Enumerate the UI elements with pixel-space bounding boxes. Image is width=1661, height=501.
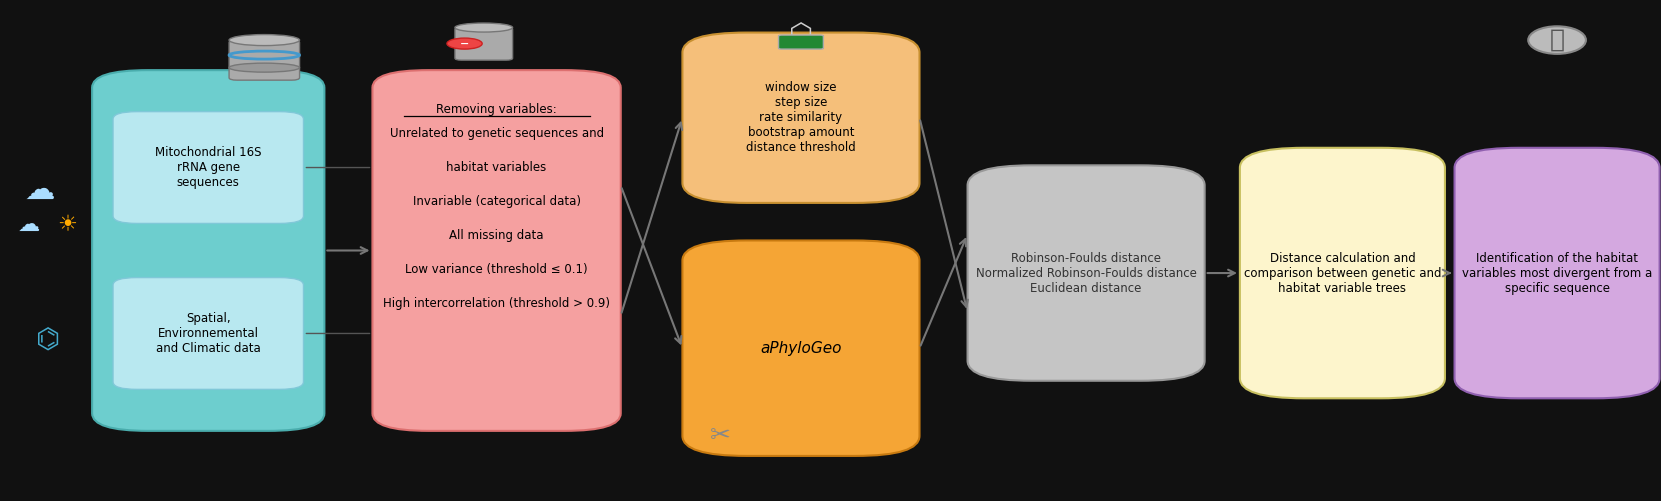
Ellipse shape xyxy=(455,23,513,32)
FancyBboxPatch shape xyxy=(455,28,513,60)
Text: ⬡: ⬡ xyxy=(789,21,814,49)
FancyBboxPatch shape xyxy=(229,40,299,80)
FancyBboxPatch shape xyxy=(113,278,304,389)
Text: −: − xyxy=(460,39,470,49)
FancyBboxPatch shape xyxy=(1455,148,1659,398)
Text: Invariable (categorical data): Invariable (categorical data) xyxy=(412,195,581,208)
Text: Spatial,
Environnemental
and Climatic data: Spatial, Environnemental and Climatic da… xyxy=(156,312,261,355)
FancyBboxPatch shape xyxy=(91,70,324,431)
FancyBboxPatch shape xyxy=(968,165,1204,381)
Text: Identification of the habitat
variables most divergent from a
specific sequence: Identification of the habitat variables … xyxy=(1462,252,1653,295)
Text: High intercorrelation (threshold > 0.9): High intercorrelation (threshold > 0.9) xyxy=(384,297,610,310)
Text: Removing variables:: Removing variables: xyxy=(437,103,556,116)
Text: Unrelated to genetic sequences and: Unrelated to genetic sequences and xyxy=(390,127,603,140)
FancyBboxPatch shape xyxy=(372,70,621,431)
Text: ☁: ☁ xyxy=(25,176,55,205)
Text: ⌕: ⌕ xyxy=(1550,28,1565,52)
Text: habitat variables: habitat variables xyxy=(447,161,546,174)
Ellipse shape xyxy=(447,38,482,49)
Text: ✂: ✂ xyxy=(711,424,731,448)
Text: All missing data: All missing data xyxy=(450,229,543,242)
FancyBboxPatch shape xyxy=(113,112,304,223)
Ellipse shape xyxy=(229,35,299,46)
FancyBboxPatch shape xyxy=(1239,148,1445,398)
FancyBboxPatch shape xyxy=(683,33,920,203)
Ellipse shape xyxy=(229,63,299,72)
Text: Robinson-Foulds distance
Normalized Robinson-Foulds distance
Euclidean distance: Robinson-Foulds distance Normalized Robi… xyxy=(975,252,1196,295)
Text: Distance calculation and
comparison between genetic and
habitat variable trees: Distance calculation and comparison betw… xyxy=(1244,252,1442,295)
Text: ☁: ☁ xyxy=(18,215,40,235)
Text: Low variance (threshold ≤ 0.1): Low variance (threshold ≤ 0.1) xyxy=(405,263,588,276)
Text: Mitochondrial 16S
rRNA gene
sequences: Mitochondrial 16S rRNA gene sequences xyxy=(154,146,261,189)
Text: window size
step size
rate similarity
bootstrap amount
distance threshold: window size step size rate similarity bo… xyxy=(746,81,855,154)
Ellipse shape xyxy=(1528,27,1586,54)
FancyBboxPatch shape xyxy=(683,240,920,456)
Text: aPhyloGeo: aPhyloGeo xyxy=(761,341,842,356)
Text: ⌬: ⌬ xyxy=(37,327,60,355)
Text: ☀: ☀ xyxy=(56,215,78,235)
FancyBboxPatch shape xyxy=(779,35,824,49)
